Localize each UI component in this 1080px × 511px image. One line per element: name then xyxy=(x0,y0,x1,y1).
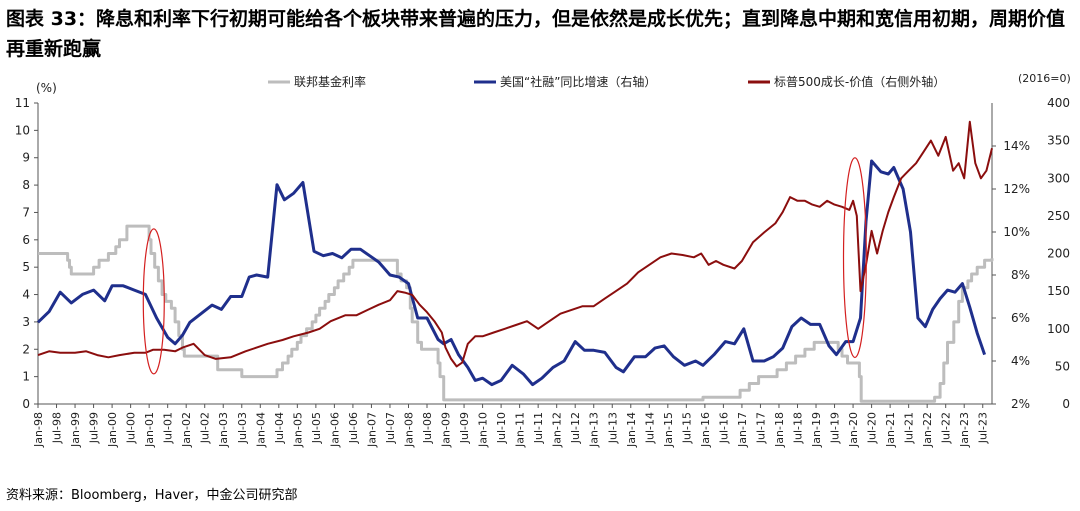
y-right-inner-tick-label: 2% xyxy=(1011,397,1030,411)
x-tick-label: Jul-21 xyxy=(903,412,916,444)
x-tick-label: Jan-15 xyxy=(662,412,675,448)
fed-funds-rate-line xyxy=(38,224,994,403)
y-right-outer-tick-label: 200 xyxy=(1047,247,1070,261)
x-tick-label: Jan-98 xyxy=(32,412,45,448)
x-tick-label: Jan-17 xyxy=(736,412,749,448)
x-tick-label: Jan-10 xyxy=(477,412,490,448)
x-tick-label: Jul-19 xyxy=(829,412,842,444)
x-tick-label: Jul-11 xyxy=(532,412,545,444)
x-tick-label: Jul-22 xyxy=(940,412,953,444)
legend-item-credit-growth-label: 美国“社融”同比增速（右轴） xyxy=(500,74,656,89)
y-right-outer-tick-label: 300 xyxy=(1047,171,1070,185)
y-right-outer-tick-label: 100 xyxy=(1047,322,1070,336)
x-tick-label: Jul-01 xyxy=(162,412,175,444)
x-tick-label: Jul-09 xyxy=(458,412,471,444)
series-group xyxy=(36,120,994,403)
y-left-tick-label: 11 xyxy=(15,96,30,110)
y-right-outer-tick-label: 400 xyxy=(1047,96,1070,110)
x-tick-label: Jan-08 xyxy=(402,412,415,448)
x-tick-label: Jan-03 xyxy=(217,412,230,448)
y-left-tick-label: 10 xyxy=(15,123,30,137)
x-tick-label: Jan-01 xyxy=(143,412,156,448)
y-right-outer-tick-label: 50 xyxy=(1055,359,1070,373)
y-right-outer-tick-label: 150 xyxy=(1047,284,1070,298)
y-right-inner-tick-label: 12% xyxy=(1003,182,1030,196)
x-tick-label: Jan-05 xyxy=(291,412,304,448)
y-left-tick-label: 1 xyxy=(22,370,30,384)
y-right-inner-tick-label: 8% xyxy=(1011,268,1030,282)
y-right-inner-tick-label: 6% xyxy=(1011,311,1030,325)
y-left-tick-label: 3 xyxy=(22,315,30,329)
x-tick-label: Jan-11 xyxy=(514,412,527,448)
x-tick-label: Jul-12 xyxy=(569,412,582,444)
y-left-tick-label: 7 xyxy=(22,205,30,219)
x-tick-label: Jul-13 xyxy=(606,412,619,444)
x-tick-label: Jul-99 xyxy=(88,412,101,444)
y-right-inner-tick-label: 4% xyxy=(1011,354,1030,368)
x-tick-label: Jan-14 xyxy=(625,412,638,448)
left-unit-label: (%) xyxy=(36,81,57,95)
y-right-outer-tick-label: 350 xyxy=(1047,134,1070,148)
y-left-tick-label: 5 xyxy=(22,260,30,274)
x-tick-label: Jan-07 xyxy=(365,412,378,448)
x-tick-label: Jul-15 xyxy=(680,412,693,444)
y-right-outer-tick-label: 250 xyxy=(1047,209,1070,223)
y-left-tick-label: 8 xyxy=(22,178,30,192)
x-tick-label: Jul-08 xyxy=(421,412,434,444)
chart-title: 图表 33：降息和利率下行初期可能给各个板块带来普遍的压力，但是依然是成长优先；… xyxy=(6,8,1066,60)
highlight-ellipse-1 xyxy=(142,228,165,375)
x-tick-label: Jul-02 xyxy=(199,412,212,444)
x-tick-label: Jan-22 xyxy=(921,412,934,448)
x-tick-label: Jan-02 xyxy=(180,412,193,448)
legend: 联邦基金利率 美国“社融”同比增速（右轴） 标普500成长-价值（右侧外轴） xyxy=(268,74,945,89)
x-tick-label: Jul-20 xyxy=(866,412,879,444)
y-right-outer-tick-label: 0 xyxy=(1062,397,1070,411)
y-left-tick-label: 6 xyxy=(22,233,30,247)
y-left-tick-label: 4 xyxy=(22,288,30,302)
growth-value-line xyxy=(37,120,993,368)
x-tick-label: Jul-03 xyxy=(236,412,249,444)
highlight-ellipse-2 xyxy=(842,157,867,359)
x-tick-label: Jan-04 xyxy=(254,412,267,448)
x-tick-label: Jan-21 xyxy=(884,412,897,448)
x-tick-label: Jan-12 xyxy=(551,412,564,448)
x-tick-label: Jan-00 xyxy=(106,412,119,448)
legend-item-growth-value-label: 标普500成长-价值（右侧外轴） xyxy=(774,74,945,89)
y-right-inner-tick-label: 14% xyxy=(1003,139,1030,153)
x-tick-label: Jan-06 xyxy=(328,412,341,448)
credit-growth-line xyxy=(36,159,987,387)
x-tick-label: Jul-06 xyxy=(347,412,360,444)
x-tick-label: Jul-10 xyxy=(495,412,508,444)
x-tick-label: Jul-23 xyxy=(977,412,990,444)
x-tick-label: Jul-17 xyxy=(754,412,767,444)
x-tick-label: Jul-07 xyxy=(384,412,397,444)
x-tick-label: Jan-20 xyxy=(847,412,860,448)
x-tick-label: Jan-09 xyxy=(440,412,453,448)
axes: (%) (2016=0) 0 1 2 3 4 5 6 7 8 9 10 11 2% 4% 6% 8% 10% 12% 1… xyxy=(15,72,1071,448)
x-tick-label: Jan-16 xyxy=(699,412,712,448)
x-tick-label: Jul-98 xyxy=(51,412,64,444)
x-tick-label: Jan-23 xyxy=(958,412,971,448)
x-tick-label: Jul-00 xyxy=(125,412,138,444)
x-tick-label: Jul-04 xyxy=(273,412,286,444)
x-tick-label: Jan-18 xyxy=(773,412,786,448)
y-right-inner-tick-label: 10% xyxy=(1003,225,1030,239)
x-tick-label: Jul-16 xyxy=(717,412,730,444)
x-tick-label: Jul-14 xyxy=(643,412,656,444)
x-tick-label: Jul-05 xyxy=(310,412,323,444)
source-note: 资料来源：Bloomberg，Haver，中金公司研究部 xyxy=(6,488,298,503)
x-tick-label: Jul-18 xyxy=(791,412,804,444)
legend-item-fed-funds-label: 联邦基金利率 xyxy=(294,74,366,89)
y-left-tick-label: 0 xyxy=(22,397,30,411)
x-tick-label: Jan-99 xyxy=(69,412,82,448)
right-unit-label: (2016=0) xyxy=(1018,72,1071,85)
y-left-tick-label: 9 xyxy=(22,151,30,165)
y-left-tick-label: 2 xyxy=(22,342,30,356)
x-tick-label: Jan-13 xyxy=(588,412,601,448)
x-tick-label: Jan-19 xyxy=(810,412,823,448)
